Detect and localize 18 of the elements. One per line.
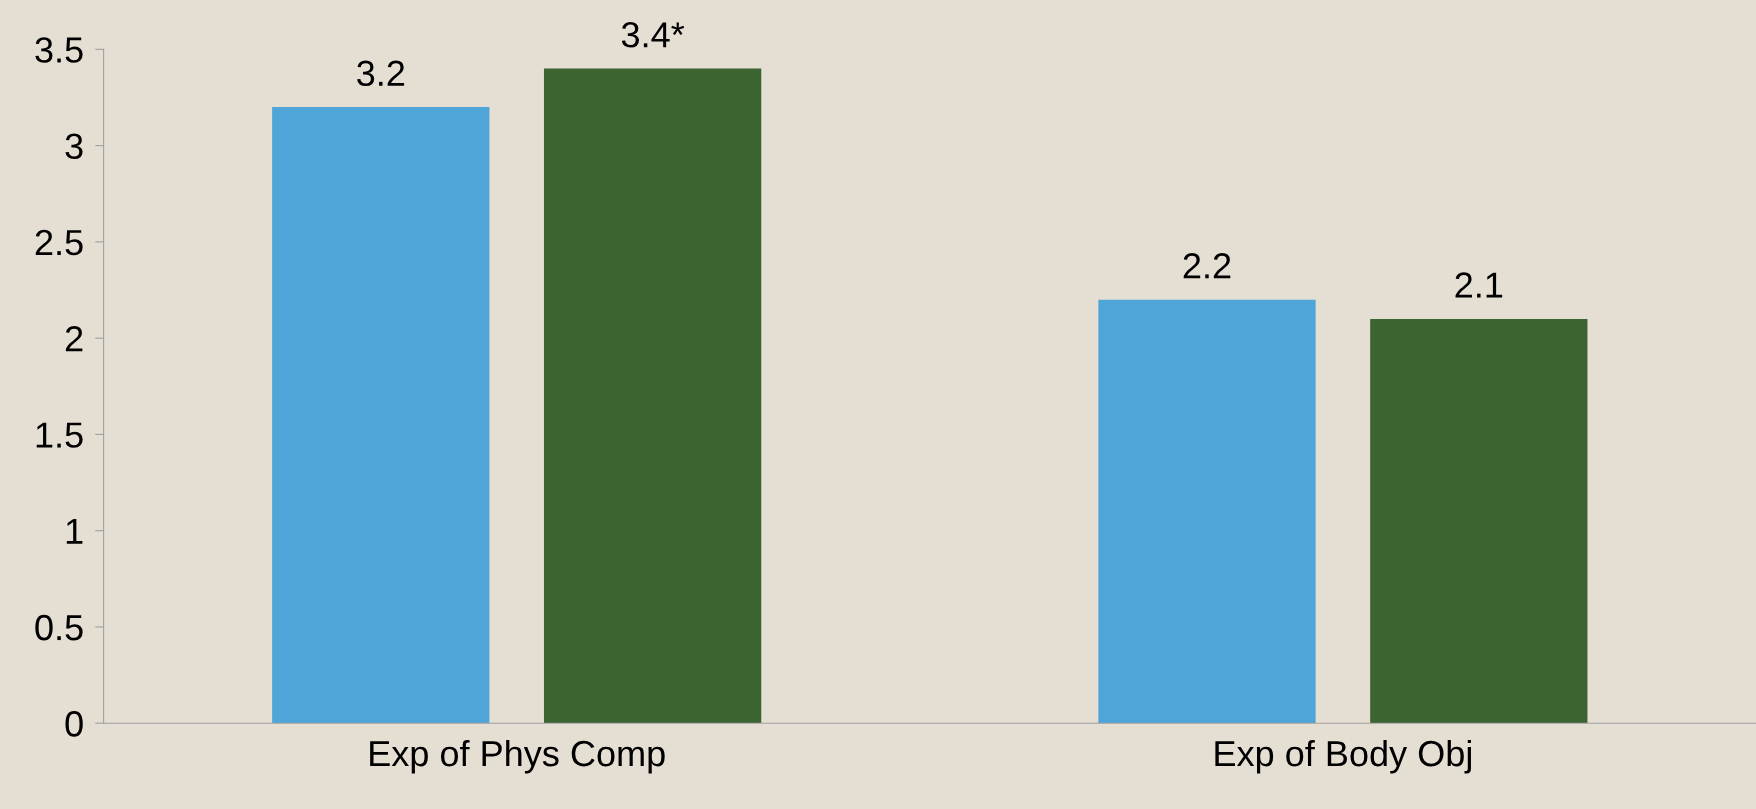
y-tick-label: 3 bbox=[65, 133, 83, 160]
y-tick-label: 3.5 bbox=[35, 37, 83, 63]
x-tick-label: Exp of Phys Comp bbox=[370, 739, 665, 774]
y-tick-label: 1 bbox=[66, 518, 83, 544]
y-tick-label: 0.5 bbox=[35, 614, 83, 641]
data-label: 3.2 bbox=[357, 60, 405, 87]
data-label: 3.4* bbox=[621, 22, 685, 48]
data-label: 2.2 bbox=[1183, 253, 1231, 279]
y-tick-label: 0 bbox=[65, 711, 83, 737]
bar bbox=[272, 107, 490, 724]
bar bbox=[1098, 299, 1316, 724]
y-tick-label: 2 bbox=[65, 326, 83, 352]
y-tick-label: 2.5 bbox=[35, 229, 83, 256]
x-tick-label: Exp of Body Obj bbox=[1215, 739, 1471, 774]
bar bbox=[543, 68, 762, 724]
bar bbox=[1370, 318, 1588, 724]
y-tick-label: 1.5 bbox=[36, 422, 83, 448]
data-label: 2.1 bbox=[1455, 272, 1503, 298]
